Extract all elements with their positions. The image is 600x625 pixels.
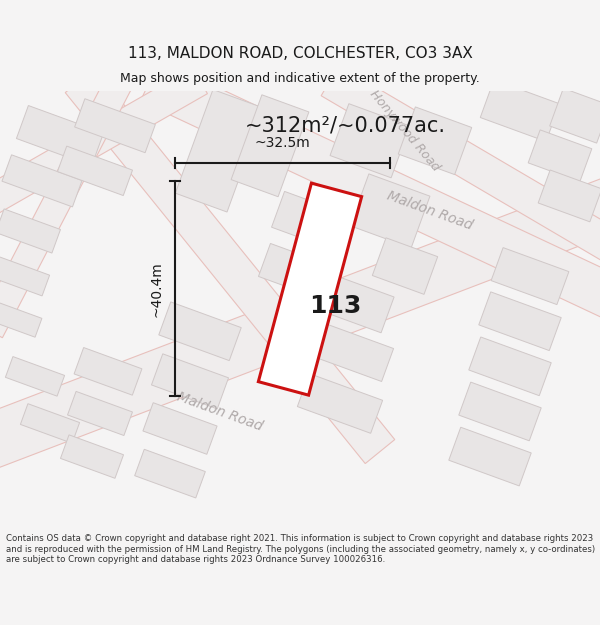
Polygon shape [373, 238, 437, 294]
Polygon shape [528, 130, 592, 182]
Text: 113, MALDON ROAD, COLCHESTER, CO3 3AX: 113, MALDON ROAD, COLCHESTER, CO3 3AX [128, 46, 472, 61]
Polygon shape [298, 374, 383, 433]
Polygon shape [321, 66, 600, 266]
Polygon shape [0, 74, 133, 338]
Polygon shape [480, 80, 560, 141]
Polygon shape [65, 69, 395, 464]
Polygon shape [159, 302, 241, 361]
Polygon shape [5, 357, 65, 396]
Polygon shape [398, 107, 472, 174]
Text: Honywood Road: Honywood Road [367, 88, 443, 174]
Polygon shape [259, 244, 332, 299]
Polygon shape [58, 146, 133, 196]
Polygon shape [479, 292, 561, 351]
Polygon shape [68, 391, 133, 436]
Polygon shape [20, 404, 80, 443]
Polygon shape [550, 88, 600, 143]
Polygon shape [350, 174, 430, 248]
Polygon shape [306, 269, 394, 332]
Polygon shape [0, 68, 208, 214]
Polygon shape [231, 95, 309, 197]
Polygon shape [0, 256, 50, 296]
Text: ~312m²/~0.077ac.: ~312m²/~0.077ac. [245, 116, 446, 136]
Polygon shape [143, 402, 217, 454]
Text: 113: 113 [309, 294, 361, 318]
Polygon shape [272, 191, 349, 251]
Polygon shape [330, 104, 410, 178]
Polygon shape [449, 428, 531, 486]
Polygon shape [491, 248, 569, 304]
Text: ~32.5m: ~32.5m [254, 136, 310, 150]
Polygon shape [469, 337, 551, 396]
Polygon shape [0, 301, 42, 338]
Polygon shape [140, 60, 600, 322]
Text: Contains OS data © Crown copyright and database right 2021. This information is : Contains OS data © Crown copyright and d… [6, 534, 595, 564]
Polygon shape [16, 106, 104, 166]
Polygon shape [151, 354, 229, 409]
Polygon shape [2, 155, 82, 207]
Text: Maldon Road: Maldon Road [385, 189, 475, 233]
Polygon shape [538, 170, 600, 222]
Polygon shape [0, 209, 61, 253]
Polygon shape [134, 449, 205, 498]
Polygon shape [307, 321, 394, 381]
Text: Map shows position and indicative extent of the property.: Map shows position and indicative extent… [120, 72, 480, 86]
Text: Maldon Road: Maldon Road [175, 389, 265, 434]
Text: ~40.4m: ~40.4m [150, 261, 164, 316]
Polygon shape [0, 175, 600, 468]
Polygon shape [74, 99, 155, 152]
Polygon shape [61, 435, 124, 478]
Polygon shape [259, 183, 362, 395]
Polygon shape [459, 382, 541, 441]
Polygon shape [175, 89, 265, 212]
Polygon shape [74, 348, 142, 395]
